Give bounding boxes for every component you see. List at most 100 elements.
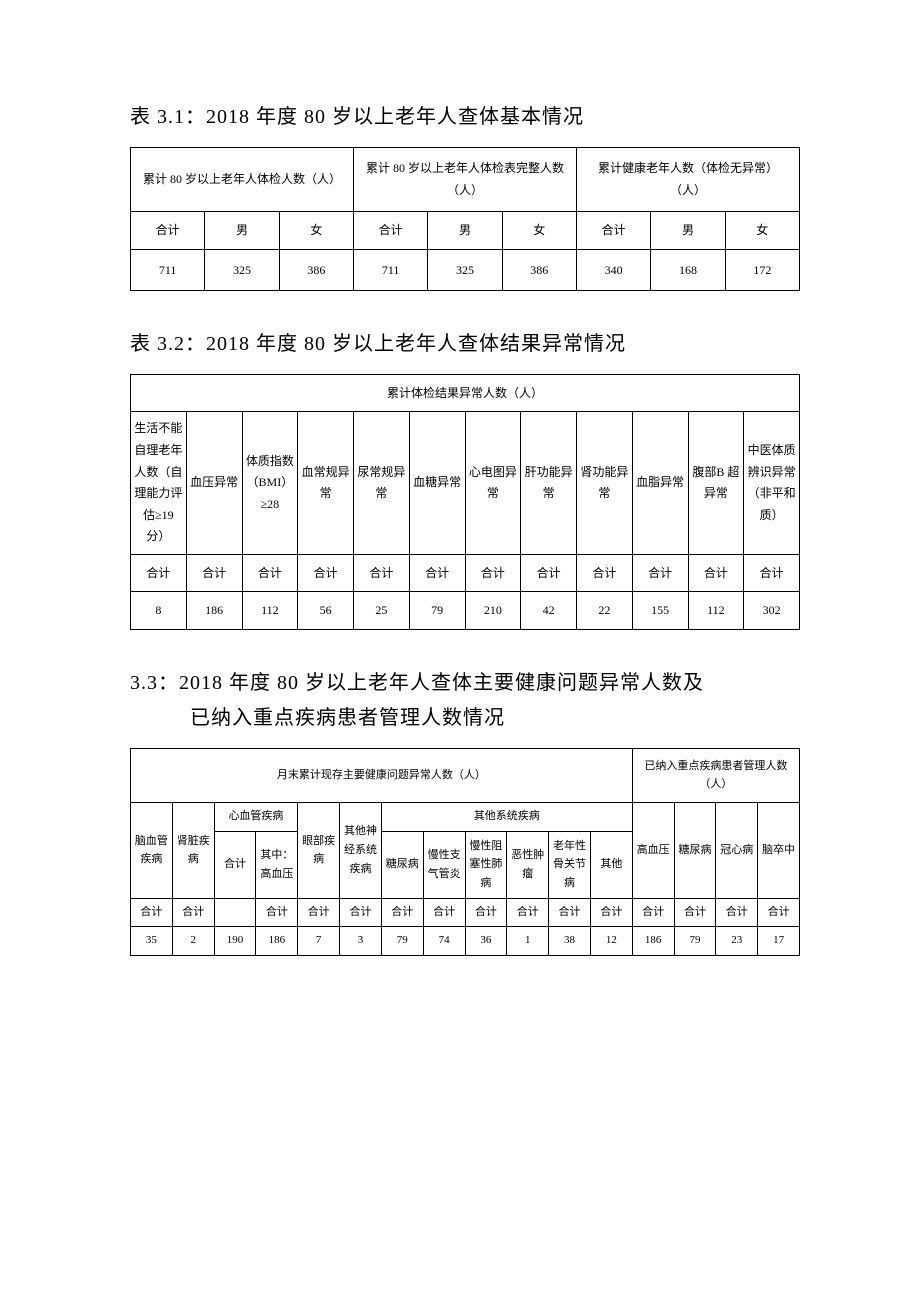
t3-sub-blank [214,898,256,927]
t3-hdr-tangniao: 糖尿病 [381,831,423,898]
t2-sub: 合计 [521,554,577,591]
t3-sub: 合计 [298,898,340,927]
t3-hdr-qitashenjing: 其他神经系统疾病 [340,803,382,899]
t1-group-1: 累计 80 岁以上老年人体检表完整人数（人） [353,148,576,212]
t2-cell: 112 [688,592,744,629]
t3-hdr-ncz: 脑卒中 [758,803,800,899]
t1-cell: 711 [131,249,205,290]
t3-cell: 186 [632,927,674,956]
t2-col: 心电图异常 [465,412,521,555]
t3-cell: 1 [507,927,549,956]
t2-sub: 合计 [465,554,521,591]
t3-hdr-laonian: 老年性骨关节病 [549,831,591,898]
t1-cell: 168 [651,249,725,290]
t2-sub: 合计 [632,554,688,591]
t3-hdr-xin-group: 心血管疾病 [214,803,298,832]
t2-sub: 合计 [186,554,242,591]
t1-group-0: 累计 80 岁以上老年人体检人数（人） [131,148,354,212]
t1-cell: 711 [353,249,427,290]
table-3-3: 月末累计现存主要健康问题异常人数（人） 已纳入重点疾病患者管理人数（人） 脑血管… [130,748,800,956]
t2-cell: 302 [744,592,800,629]
t2-cell: 56 [298,592,354,629]
table-3-1: 累计 80 岁以上老年人体检人数（人） 累计 80 岁以上老年人体检表完整人数（… [130,147,800,291]
t2-col: 血常规异常 [298,412,354,555]
t3-sub: 合计 [507,898,549,927]
t2-sub: 合计 [131,554,187,591]
table1-title: 表 3.1：2018 年度 80 岁以上老年人查体基本情况 [130,100,800,129]
t3-top-right: 已纳入重点疾病患者管理人数（人） [632,748,799,802]
t3-sub: 合计 [465,898,507,927]
t2-sub: 合计 [354,554,410,591]
table2-title: 表 3.2：2018 年度 80 岁以上老年人查体结果异常情况 [130,327,800,356]
table3-title: 3.3：2018 年度 80 岁以上老年人查体主要健康问题异常人数及 已纳入重点… [130,666,800,730]
t1-sub: 合计 [353,212,427,249]
t2-col: 尿常规异常 [354,412,410,555]
t3-hdr-qitaxitong: 其他系统疾病 [381,803,632,832]
t3-sub: 合计 [716,898,758,927]
t3-hdr-gxb: 冠心病 [716,803,758,899]
t3-cell: 190 [214,927,256,956]
t1-sub: 男 [205,212,279,249]
t3-cell: 3 [340,927,382,956]
t2-col: 血压异常 [186,412,242,555]
t2-col: 生活不能自理老年人数（自理能力评估≥19 分） [131,412,187,555]
t2-sub: 合计 [744,554,800,591]
t3-hdr-gxy: 高血压 [632,803,674,899]
t3-sub: 合计 [256,898,298,927]
t3-hdr-manzhi: 慢性支气管炎 [423,831,465,898]
table-3-2: 累计体检结果异常人数（人） 生活不能自理老年人数（自理能力评估≥19 分） 血压… [130,374,800,630]
t3-hdr-tnb: 糖尿病 [674,803,716,899]
t3-hdr-qita: 其他 [590,831,632,898]
t3-cell: 186 [256,927,298,956]
t3-sub: 合计 [381,898,423,927]
t3-sub: 合计 [590,898,632,927]
t3-sub: 合计 [131,898,173,927]
t3-hdr-exing: 恶性肿瘤 [507,831,549,898]
t2-col: 体质指数（BMI）≥28 [242,412,298,555]
t3-sub: 合计 [632,898,674,927]
t3-sub: 合计 [758,898,800,927]
t2-cell: 8 [131,592,187,629]
t3-cell: 79 [674,927,716,956]
t1-cell: 172 [725,249,799,290]
t2-top-header: 累计体检结果异常人数（人） [131,374,800,411]
t1-cell: 325 [428,249,502,290]
t3-cell: 23 [716,927,758,956]
t3-cell: 2 [172,927,214,956]
t2-cell: 112 [242,592,298,629]
t3-sub: 合计 [423,898,465,927]
t2-sub: 合计 [242,554,298,591]
t1-cell: 386 [279,249,353,290]
t2-sub: 合计 [577,554,633,591]
t2-col: 血糖异常 [409,412,465,555]
t1-sub: 女 [725,212,799,249]
t1-sub: 合计 [576,212,650,249]
t2-col: 肾功能异常 [577,412,633,555]
t2-cell: 42 [521,592,577,629]
t2-cell: 210 [465,592,521,629]
t1-sub: 女 [279,212,353,249]
t3-hdr-manzu: 慢性阻塞性肺病 [465,831,507,898]
t1-cell: 325 [205,249,279,290]
t2-cell: 155 [632,592,688,629]
t3-cell: 79 [381,927,423,956]
t1-cell: 340 [576,249,650,290]
t3-hdr-xin-qizhong: 其中：高血压 [256,831,298,898]
t3-hdr-shen: 肾脏疾病 [172,803,214,899]
t3-hdr-xin-heji: 合计 [214,831,256,898]
t3-sub: 合计 [172,898,214,927]
t3-cell: 38 [549,927,591,956]
t2-sub: 合计 [409,554,465,591]
t3-cell: 36 [465,927,507,956]
t3-cell: 7 [298,927,340,956]
t1-group-2: 累计健康老年人数（体检无异常） （人） [576,148,799,212]
t2-cell: 186 [186,592,242,629]
t3-hdr-nao: 脑血管疾病 [131,803,173,899]
t3-top-left: 月末累计现存主要健康问题异常人数（人） [131,748,633,802]
t1-sub: 男 [651,212,725,249]
t1-sub: 女 [502,212,576,249]
t2-cell: 25 [354,592,410,629]
t1-sub: 男 [428,212,502,249]
t3-sub: 合计 [674,898,716,927]
t3-cell: 74 [423,927,465,956]
